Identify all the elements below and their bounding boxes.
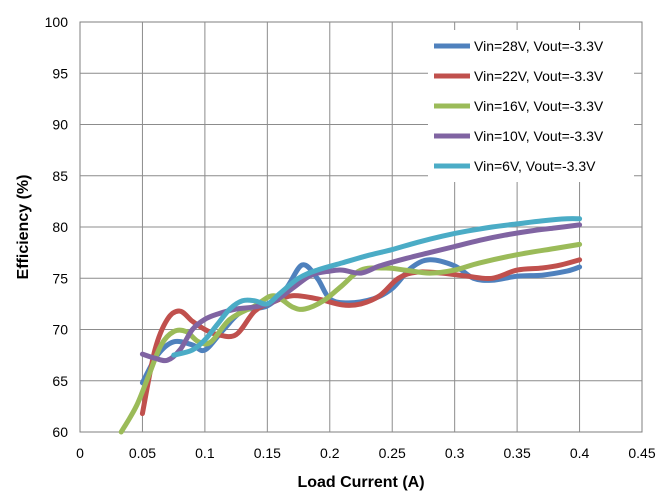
- legend-label: Vin=28V, Vout=-3.3V: [474, 38, 604, 54]
- x-tick-label: 0.4: [570, 445, 590, 461]
- x-axis-title: Load Current (A): [297, 474, 424, 491]
- x-tick-label: 0.35: [503, 445, 530, 461]
- y-tick-label: 80: [52, 219, 68, 235]
- x-tick-label: 0.25: [379, 445, 406, 461]
- x-tick-label: 0.45: [628, 445, 655, 461]
- series-line-2: [139, 257, 583, 417]
- y-tick-label: 60: [52, 424, 68, 440]
- y-tick-label: 65: [52, 373, 68, 389]
- series-line-5: [171, 216, 583, 358]
- y-tick-labels: 60 65 70 75 80 85 90 95 100: [45, 14, 69, 440]
- legend-label: Vin=6V, Vout=-3.3V: [474, 158, 596, 174]
- x-tick-label: 0.05: [129, 445, 156, 461]
- data-series: [118, 216, 583, 435]
- x-tick-label: 0.15: [254, 445, 281, 461]
- x-tick-label: 0: [76, 445, 84, 461]
- series-line-3: [118, 241, 583, 435]
- y-tick-label: 85: [52, 168, 68, 184]
- legend-label: Vin=16V, Vout=-3.3V: [474, 98, 604, 114]
- x-tick-label: 0.3: [445, 445, 465, 461]
- x-tick-label: 0.2: [320, 445, 340, 461]
- y-tick-label: 90: [52, 117, 68, 133]
- y-tick-label: 70: [52, 322, 68, 338]
- y-tick-label: 95: [52, 65, 68, 81]
- legend: Vin=28V, Vout=-3.3V Vin=22V, Vout=-3.3V Vi…: [428, 30, 634, 182]
- x-tick-labels: 0 0.05 0.1 0.15 0.2 0.25 0.3 0.35 0.4 0.45: [76, 445, 656, 461]
- x-tick-label: 0.1: [195, 445, 215, 461]
- y-tick-label: 75: [52, 270, 68, 286]
- legend-label: Vin=22V, Vout=-3.3V: [474, 68, 604, 84]
- y-tick-label: 100: [45, 14, 69, 30]
- series-line-4: [139, 222, 583, 364]
- legend-label: Vin=10V, Vout=-3.3V: [474, 128, 604, 144]
- y-axis-title: Efficiency (%): [15, 175, 32, 280]
